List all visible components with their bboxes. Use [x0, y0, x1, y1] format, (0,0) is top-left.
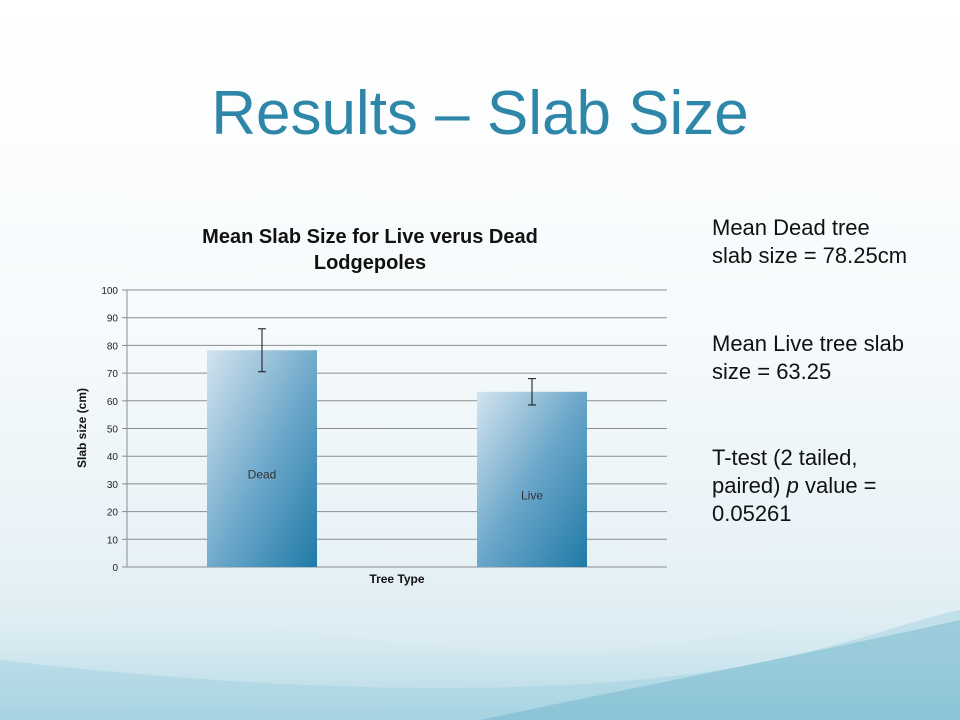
note-ttest: T-test (2 tailed, paired) p value = 0.05…: [712, 444, 912, 528]
note-dead-mean: Mean Dead tree slab size = 78.25cm: [712, 215, 908, 268]
note-ttest-prefix: T-test (2 tailed, paired): [712, 445, 858, 498]
y-tick-label: 0: [112, 563, 118, 574]
y-axis-label: Slab size (cm): [75, 388, 89, 468]
bar-dead: [207, 350, 317, 567]
y-tick-label: 30: [107, 480, 119, 491]
y-tick-label: 90: [107, 314, 119, 325]
y-tick-label: 80: [107, 341, 119, 352]
bar-label-dead: Dead: [248, 468, 277, 482]
note-live-mean: Mean Live tree slab size = 63.25: [712, 331, 904, 384]
note-ttest-suffix: value = 0.05261: [712, 473, 877, 526]
y-tick-label: 50: [107, 425, 119, 436]
chart-title-line-1: Mean Slab Size for Live verus Dead: [202, 226, 538, 248]
y-tick-label: 40: [107, 452, 119, 463]
y-tick-label: 20: [107, 508, 119, 519]
slide-title: Results – Slab Size: [211, 79, 749, 148]
y-tick-label: 60: [107, 397, 119, 408]
y-tick-label: 100: [101, 286, 118, 297]
y-tick-label: 10: [107, 535, 119, 546]
chart-title-line-2: Lodgepoles: [314, 252, 426, 274]
bar-label-live: Live: [521, 488, 543, 502]
y-tick-label: 70: [107, 369, 119, 380]
note-ttest-p: p: [786, 473, 799, 498]
x-axis-label: Tree Type: [369, 572, 424, 586]
bar-live: [477, 391, 587, 567]
